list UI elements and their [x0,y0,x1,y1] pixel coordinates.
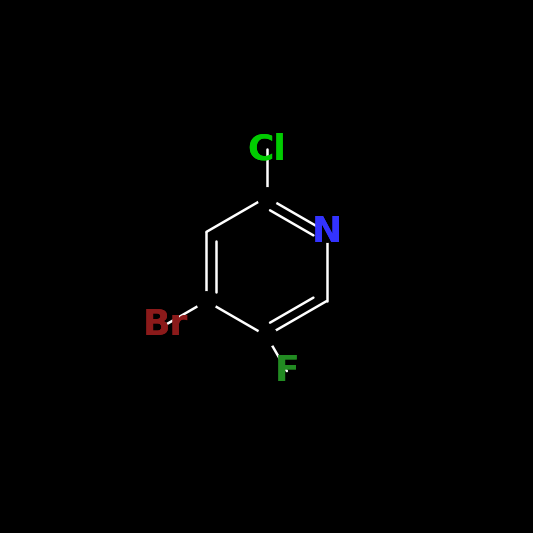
Text: F: F [274,354,299,388]
Text: Br: Br [142,308,188,342]
Text: F: F [274,354,299,388]
Text: Cl: Cl [247,132,286,166]
Text: N: N [311,215,342,249]
Text: N: N [311,215,342,249]
Text: Cl: Cl [247,132,286,166]
Text: Br: Br [142,308,188,342]
